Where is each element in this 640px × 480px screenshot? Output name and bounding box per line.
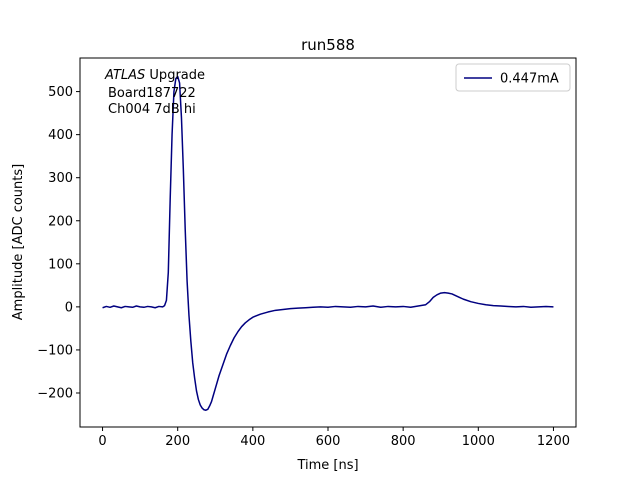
plot-area (102, 75, 554, 411)
x-axis-label: Time [ns] (296, 458, 358, 473)
series-line (102, 75, 554, 411)
y-tick-label: −100 (37, 343, 73, 358)
y-tick-label: 300 (48, 171, 73, 186)
y-tick-label: 0 (65, 300, 73, 315)
y-tick-label: 400 (48, 128, 73, 143)
y-axis-label: Amplitude [ADC counts] (11, 164, 26, 320)
y-tick-label: 500 (48, 85, 73, 100)
y-tick-label: 200 (48, 214, 73, 229)
x-tick-label: 600 (316, 434, 341, 449)
x-tick-label: 0 (98, 434, 106, 449)
x-tick-label: 800 (391, 434, 416, 449)
annotation-label: ATLAS (104, 68, 145, 83)
annotation-suffix: Upgrade (149, 68, 205, 83)
legend-box (455, 63, 571, 92)
x-tick-label: 200 (165, 434, 190, 449)
y-tick-label: −200 (37, 386, 73, 401)
x-tick-label: 1000 (462, 434, 495, 449)
annotation: ATLAS Upgrade (104, 68, 205, 83)
legend-label: 0.447mA (500, 72, 559, 87)
chart-title: run588 (301, 36, 355, 54)
x-tick-label: 1200 (537, 434, 570, 449)
x-tick-label: 400 (240, 434, 265, 449)
y-tick-label: 100 (48, 257, 73, 272)
annotation-line: Board187722 (108, 86, 196, 101)
annotation-line: Ch004 7dB hi (108, 102, 196, 117)
